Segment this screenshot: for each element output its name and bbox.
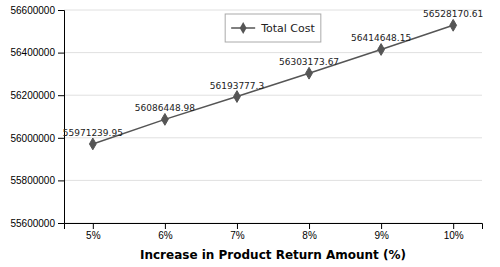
tick-label: 56200000 [11,90,56,101]
data-labels: 55971239.95 56086448.98 56193777.3 56303173… [63,9,483,138]
data-label: 55971239.95 [63,128,123,138]
marker [234,91,241,103]
tick-mark [237,223,238,229]
tick: 56000000 [11,133,65,144]
marker [161,114,168,126]
tick-mark [309,223,310,229]
tick-mark [58,10,64,11]
tick-mark [58,223,64,224]
tick-label: 56000000 [11,133,56,144]
tick: 56600000 [11,5,65,16]
legend: Total Cost [225,14,321,42]
marker [378,44,385,56]
x-axis: 5% 6% 7% 8% 9% 10% [65,223,483,241]
tick-mark [165,223,166,229]
tick: 56400000 [11,47,65,58]
data-label: 56528170.61 [423,9,483,19]
data-label: 56086448.98 [135,103,195,113]
tick: 56200000 [11,90,65,101]
tick: 5% [86,223,101,241]
tick: 55600000 [11,218,65,229]
tick: 55800000 [11,175,65,186]
grid [64,10,482,223]
legend-box [225,14,321,42]
tick-label: 9% [374,230,389,241]
tick-label: 55600000 [11,218,56,229]
tick-label: 55800000 [11,175,56,186]
tick-label: 6% [158,230,173,241]
chart: 5% 6% 7% 8% 9% 10% 55600000 55800000 56000000 562… [0,0,500,267]
tick-mark [453,223,454,229]
marker [306,67,313,79]
tick-mark [58,53,64,54]
grid-line [64,95,482,96]
y-axis: 55600000 55800000 56000000 56200000 56400000… [11,5,65,229]
tick-label: 10% [444,230,464,241]
data-label: 56303173.67 [279,57,339,67]
grid-line [64,137,482,138]
data-label: 56414648.15 [351,33,411,43]
tick-label: 7% [230,230,245,241]
tick: 6% [158,223,173,241]
tick: 10% [444,223,464,241]
marker [89,138,96,150]
tick-label: 56400000 [11,47,56,58]
tick-mark [58,95,64,96]
axis-line [58,11,65,224]
tick-mark [381,223,382,229]
x-axis-title: Increase in Product Return Amount (%) [140,248,406,262]
tick-label: 56600000 [11,5,56,16]
tick-label: 5% [86,230,101,241]
data-label: 56193777.3 [210,81,264,91]
tick-mark [58,180,64,181]
tick-mark [58,138,64,139]
grid-line [64,10,482,11]
plot: 5% 6% 7% 8% 9% 10% 55600000 55800000 56000000 562… [11,5,484,241]
legend-label: Total Cost [260,22,315,35]
tick: 9% [374,223,389,241]
line [93,25,453,144]
marker [450,19,457,31]
tick-label: 8% [302,230,317,241]
tick-mark [93,223,94,229]
legend-marker [240,22,247,34]
tick: 8% [302,223,317,241]
axis-line [65,224,483,230]
tick: 7% [230,223,245,241]
grid-line [64,52,482,53]
grid-line [64,180,482,181]
legend-item: Total Cost [231,22,315,35]
